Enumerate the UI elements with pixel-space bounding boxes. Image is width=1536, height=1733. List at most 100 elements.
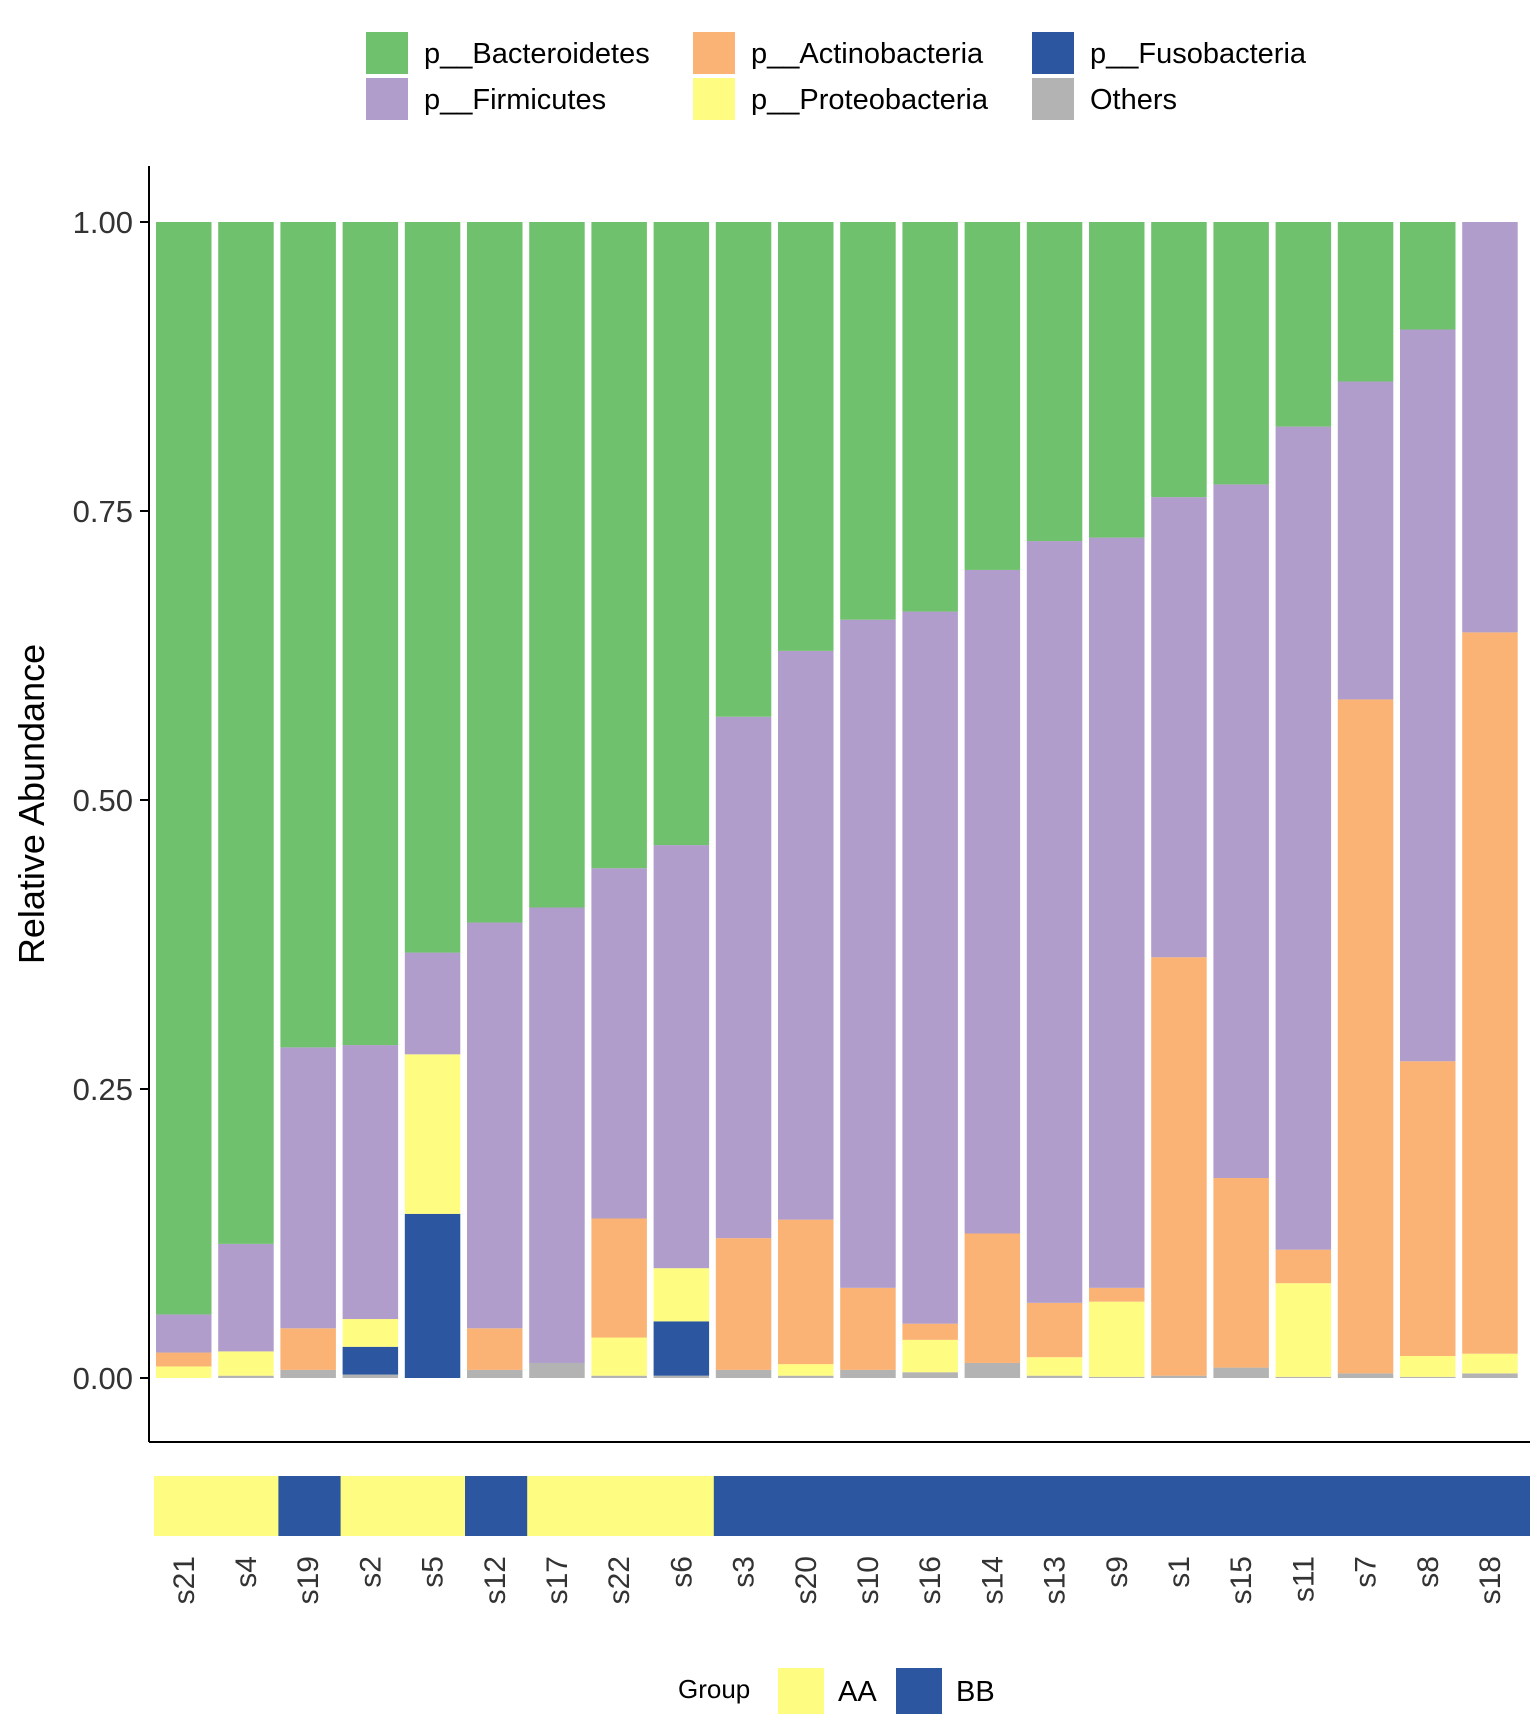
legend-label: p__Firmicutes (424, 84, 606, 116)
legend-swatch (366, 78, 408, 120)
bar-segment-s7-p-bacteroidetes (1337, 222, 1394, 382)
group-cell-s16 (900, 1476, 964, 1536)
x-tick-label: s7 (1350, 1556, 1383, 1588)
bar-segment-s18-others (1462, 1373, 1518, 1378)
group-cell-s21 (154, 1476, 217, 1536)
y-tick-label: 0.25 (73, 1072, 133, 1107)
x-tick-label: s11 (1287, 1556, 1320, 1602)
bar-segment-s9-p-bacteroidetes (1089, 222, 1145, 538)
bar-segment-s3-p-bacteroidetes (715, 222, 772, 717)
bar-segment-s6-p-proteobacteria (653, 1268, 710, 1322)
bar-segment-s5-p-proteobacteria (404, 1054, 461, 1214)
legend-label: p__Actinobacteria (751, 38, 984, 70)
legend-label: p__Proteobacteria (751, 84, 989, 116)
bar-segment-s12-p-actinobacteria (467, 1328, 523, 1370)
bar-segment-s15-p-bacteroidetes (1213, 222, 1269, 485)
y-tick-label: 1.00 (73, 205, 133, 240)
x-tick-label: s21 (168, 1556, 201, 1604)
x-tick-label: s2 (354, 1556, 387, 1588)
bar-segment-s19-p-bacteroidetes (280, 222, 336, 1048)
bar-segment-s17-p-bacteroidetes (529, 222, 585, 908)
legend-swatch (693, 78, 735, 120)
group-cell-s20 (776, 1476, 839, 1536)
x-tick-label: s12 (479, 1556, 512, 1604)
bar-segment-s14-p-firmicutes (964, 569, 1021, 1234)
group-strip (154, 1476, 1530, 1536)
top-legend: p__Bacteroidetes p__Firmicutes p__Actinoba… (366, 32, 1307, 120)
group-cell-s18 (1460, 1476, 1530, 1536)
x-tick-label: s6 (665, 1556, 698, 1588)
bar-segment-s2-p-proteobacteria (342, 1319, 399, 1347)
group-legend-swatch (778, 1668, 824, 1714)
legend-swatch (366, 32, 408, 74)
bar-segment-s2-p-firmicutes (342, 1045, 399, 1320)
bar-segment-s22-others (591, 1375, 647, 1378)
bar-segment-s8-others (1400, 1376, 1456, 1378)
group-legend-label: AA (838, 1676, 877, 1708)
bar-segment-s1-p-bacteroidetes (1151, 222, 1207, 498)
x-tick-label: s14 (976, 1556, 1009, 1604)
y-axis-title: Relative Abundance (11, 644, 52, 964)
x-tick-label: s5 (417, 1556, 450, 1588)
bar-segment-s9-p-firmicutes (1089, 537, 1145, 1288)
bar-segment-s9-others (1089, 1376, 1145, 1378)
bar-segment-s2-others (342, 1374, 399, 1378)
bar-segment-s2-p-bacteroidetes (342, 222, 399, 1046)
group-cell-s1 (1149, 1476, 1212, 1536)
bar-segment-s6-others (653, 1375, 710, 1378)
x-tick-label: s15 (1225, 1556, 1258, 1604)
bar-segment-s18-p-actinobacteria (1462, 632, 1518, 1354)
group-cell-s3 (713, 1476, 777, 1536)
bar-segment-s8-p-firmicutes (1400, 329, 1456, 1062)
group-cell-s4 (216, 1476, 279, 1536)
x-tick-label: s22 (603, 1556, 636, 1604)
bar-segment-s20-p-actinobacteria (778, 1219, 834, 1365)
bar-segment-s20-p-bacteroidetes (778, 222, 834, 651)
group-cell-s9 (1087, 1476, 1150, 1536)
bar-segment-s13-p-firmicutes (1026, 541, 1083, 1303)
bar-segment-s16-p-proteobacteria (902, 1339, 958, 1373)
bar-segment-s10-p-firmicutes (840, 619, 896, 1288)
x-tick-label: s3 (728, 1556, 761, 1588)
bar-segment-s14-others (964, 1362, 1021, 1378)
bar-segment-s21-p-bacteroidetes (156, 222, 212, 1315)
x-tick-label: s10 (852, 1556, 885, 1604)
x-tick-label: s8 (1412, 1556, 1445, 1588)
bar-segment-s16-p-bacteroidetes (902, 222, 958, 612)
x-tick-label: s17 (541, 1556, 574, 1604)
x-tick-label: s20 (790, 1556, 823, 1604)
bar-segment-s3-others (715, 1369, 772, 1378)
group-cell-s17 (527, 1476, 590, 1536)
bar-segment-s6-p-bacteroidetes (653, 222, 710, 846)
bar-segment-s20-others (778, 1375, 834, 1378)
bar-segment-s4-others (218, 1375, 274, 1378)
y-tick-label: 0.50 (73, 783, 133, 818)
group-cell-s6 (651, 1476, 715, 1536)
group-cell-s19 (278, 1476, 342, 1536)
bar-segment-s15-p-firmicutes (1213, 484, 1269, 1179)
bar-segment-s18-p-proteobacteria (1462, 1353, 1518, 1374)
bar-segment-s4-p-proteobacteria (218, 1351, 274, 1376)
group-cell-s22 (589, 1476, 653, 1536)
bar-segment-s20-p-proteobacteria (778, 1364, 834, 1376)
bar-segment-s19-p-firmicutes (280, 1047, 336, 1329)
bar-segment-s4-p-firmicutes (218, 1243, 274, 1352)
bar-segment-s9-p-actinobacteria (1089, 1287, 1145, 1302)
bar-segment-s11-p-actinobacteria (1275, 1249, 1332, 1284)
bar-segment-s11-p-proteobacteria (1275, 1283, 1332, 1377)
group-legend: Group AA BB (678, 1668, 995, 1714)
group-cell-s5 (402, 1476, 466, 1536)
bar-segment-s8-p-actinobacteria (1400, 1061, 1456, 1357)
bar-segment-s11-p-bacteroidetes (1275, 222, 1332, 427)
legend-swatch (1032, 78, 1074, 120)
legend-label: p__Fusobacteria (1090, 38, 1307, 70)
bar-segment-s5-p-bacteroidetes (404, 222, 461, 953)
bar-segment-s13-p-actinobacteria (1026, 1302, 1083, 1358)
bar-segment-s15-others (1213, 1367, 1269, 1378)
x-tick-label: s9 (1101, 1556, 1134, 1588)
bar-segment-s6-p-firmicutes (653, 845, 710, 1269)
bar-segment-s13-others (1026, 1375, 1083, 1378)
bar-segment-s5-p-fusobacteria (404, 1213, 461, 1378)
x-tick-label: s18 (1474, 1556, 1507, 1604)
x-tick-label: s16 (914, 1556, 947, 1604)
